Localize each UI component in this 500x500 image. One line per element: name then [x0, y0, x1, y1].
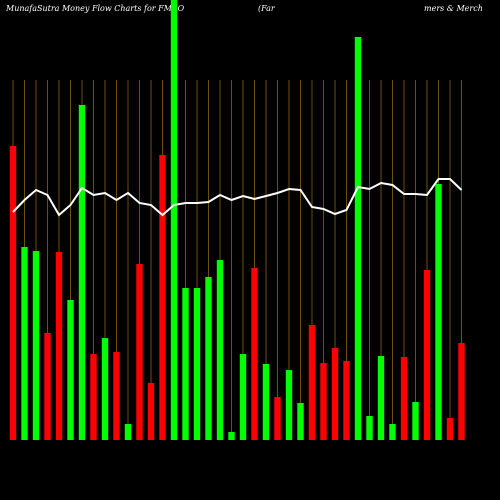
bar [216, 260, 224, 440]
bar [262, 364, 270, 440]
bar [147, 383, 155, 440]
bar [78, 105, 86, 440]
bar [308, 325, 316, 440]
bar [113, 352, 120, 440]
bar [32, 251, 40, 440]
bar [377, 356, 385, 440]
bar [170, 0, 178, 440]
bar [423, 270, 431, 440]
bar [320, 363, 327, 440]
bar [90, 354, 97, 440]
bar [9, 146, 17, 440]
bar [354, 37, 362, 440]
bar [331, 348, 339, 440]
chart-title-part: (Far [258, 4, 276, 13]
bar [366, 416, 373, 440]
bar [389, 424, 396, 440]
bar [297, 403, 304, 440]
bar [239, 354, 247, 440]
bar [285, 370, 293, 440]
bar [124, 424, 132, 440]
bar [101, 338, 109, 440]
bar [136, 264, 143, 440]
bar [343, 361, 350, 440]
bar [446, 418, 454, 440]
bar [458, 343, 465, 440]
bar [67, 300, 74, 440]
bar [205, 277, 212, 440]
bar [21, 247, 28, 440]
bar [182, 288, 189, 440]
bar [44, 333, 51, 440]
bar [251, 268, 258, 440]
bar [274, 397, 281, 440]
bar [412, 402, 419, 440]
bar [193, 288, 201, 440]
bar [55, 252, 63, 440]
bar [228, 432, 235, 440]
chart-title-part: mers & Merch [424, 4, 483, 13]
price-line [12, 178, 463, 217]
bar [159, 155, 166, 440]
bar [435, 184, 442, 440]
bar [400, 357, 408, 440]
chart-title: MunafaSutra Money Flow Charts for FMAO [5, 4, 185, 13]
